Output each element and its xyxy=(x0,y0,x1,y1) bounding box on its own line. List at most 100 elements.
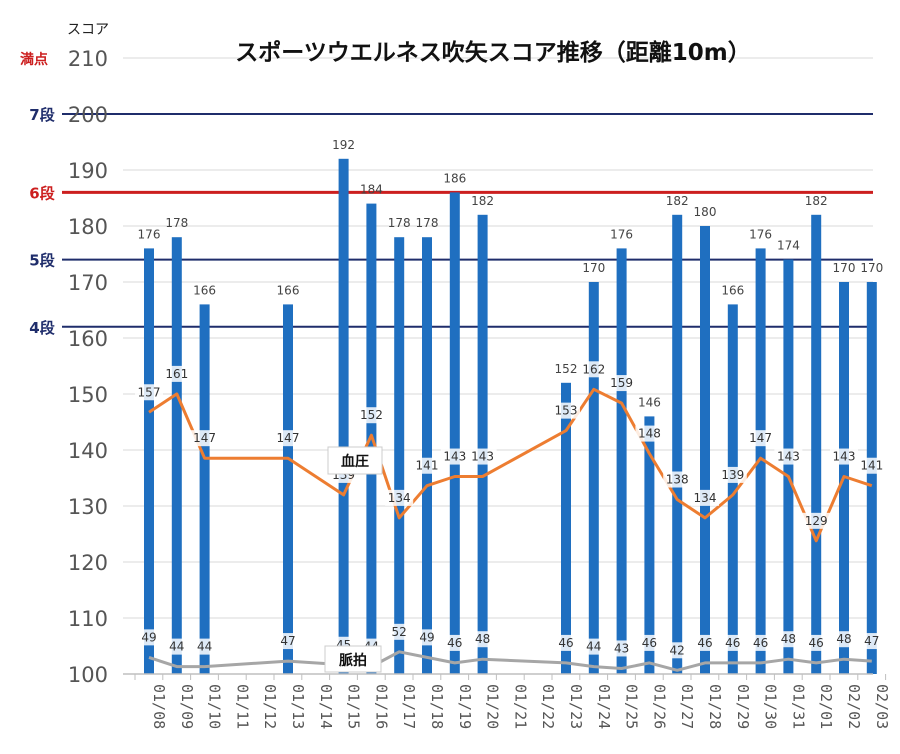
label-background xyxy=(470,631,495,648)
x-tick-label: 01/23 xyxy=(567,684,585,729)
score-bar xyxy=(283,304,293,674)
label-background xyxy=(832,631,856,648)
x-tick-label: 01/22 xyxy=(539,684,557,729)
label-background xyxy=(607,375,636,392)
score-value-label: 170 xyxy=(860,261,883,275)
label-background xyxy=(693,634,717,651)
x-tick-label: 01/20 xyxy=(484,684,502,729)
y-tick-label: 120 xyxy=(68,551,108,575)
label-background xyxy=(720,634,745,651)
bp-value-label: 147 xyxy=(749,431,772,445)
label-background xyxy=(746,430,775,447)
y-tick-label: 170 xyxy=(68,271,108,295)
data-labels: 176 178 166 166 192 184 178 178 186 182 170 176 182 1… xyxy=(135,138,886,673)
pulse-value-label: 42 xyxy=(670,643,685,657)
y-tick-label: 110 xyxy=(68,607,108,631)
pulse-value-label: 47 xyxy=(280,634,295,648)
score-value-label: 178 xyxy=(165,216,188,230)
score-value-label: 178 xyxy=(388,216,411,230)
score-value-label: 178 xyxy=(416,216,439,230)
label-background xyxy=(802,512,831,529)
score-value-label: 180 xyxy=(694,205,717,219)
level-label: 4段 xyxy=(29,319,54,337)
y-tick-label: 130 xyxy=(68,495,108,519)
bp-value-label: 141 xyxy=(416,459,439,473)
x-tick-label: 01/13 xyxy=(289,684,307,729)
bp-value-label: 152 xyxy=(360,408,383,422)
x-tick-label: 01/29 xyxy=(734,684,752,729)
label-background xyxy=(635,425,664,442)
label-background xyxy=(274,430,302,447)
label-background xyxy=(137,629,161,646)
pulse-value-label: 46 xyxy=(447,636,462,650)
x-tick-label: 01/27 xyxy=(678,684,696,729)
bp-value-label: 139 xyxy=(721,468,744,482)
score-bar xyxy=(727,304,738,674)
pulse-value-label: 43 xyxy=(614,641,629,655)
level-lines: 7段 6段 5段 4段 xyxy=(29,106,873,337)
score-bar xyxy=(644,416,655,674)
label-background xyxy=(192,638,217,655)
score-value-label: 174 xyxy=(777,239,800,253)
y-tick-label: 190 xyxy=(68,159,108,183)
x-tick-label: 01/08 xyxy=(150,684,168,729)
x-tick-label: 02/01 xyxy=(817,684,835,729)
label-background xyxy=(637,634,662,651)
score-bar xyxy=(866,282,877,674)
label-background xyxy=(552,402,580,419)
pulse-value-label: 44 xyxy=(169,640,184,654)
bp-value-label: 147 xyxy=(193,431,216,445)
x-tick-label: 01/25 xyxy=(623,684,641,729)
label-background xyxy=(357,407,386,424)
x-tick-label: 02/02 xyxy=(845,684,863,729)
label-background xyxy=(468,448,497,465)
score-bar xyxy=(616,248,627,674)
score-bar xyxy=(700,226,710,674)
score-bar xyxy=(449,192,460,674)
label-background xyxy=(579,361,608,378)
x-tick-label: 01/16 xyxy=(372,684,390,729)
score-value-label: 170 xyxy=(833,261,856,275)
y-tick-label: 160 xyxy=(68,327,108,351)
label-background xyxy=(554,634,578,651)
label-background xyxy=(718,466,747,483)
pulse-value-label: 46 xyxy=(642,636,657,650)
pulse-value-label: 44 xyxy=(586,640,601,654)
pulse-series-callout: 脈拍 xyxy=(324,645,382,673)
label-background xyxy=(830,448,858,465)
label-background xyxy=(162,365,191,382)
bp-value-label: 147 xyxy=(277,431,300,445)
pulse-value-label: 46 xyxy=(753,636,768,650)
y-tick-label: 150 xyxy=(68,383,108,407)
pulse-value-label: 47 xyxy=(864,634,879,648)
label-background xyxy=(385,489,414,506)
score-bar xyxy=(755,248,766,674)
x-tick-label: 01/28 xyxy=(706,684,724,729)
bp-value-label: 153 xyxy=(555,404,578,418)
label-background xyxy=(748,634,773,651)
score-bar xyxy=(783,259,794,674)
x-tick-label: 01/17 xyxy=(400,684,418,729)
x-tick-label: 01/12 xyxy=(261,684,279,729)
label-background xyxy=(609,640,634,657)
score-bar xyxy=(588,282,599,674)
score-bar xyxy=(199,304,210,674)
score-bars xyxy=(144,158,877,675)
score-value-label: 166 xyxy=(277,283,300,297)
pulse-value-label: 46 xyxy=(809,636,824,650)
x-tick-label: 01/31 xyxy=(789,684,807,729)
bp-value-label: 143 xyxy=(443,450,466,464)
score-value-label: 176 xyxy=(610,227,633,241)
score-bar xyxy=(144,248,154,674)
label-background xyxy=(135,384,163,401)
pulse-value-label: 48 xyxy=(781,632,796,646)
label-background xyxy=(276,633,300,650)
label-background xyxy=(776,631,801,648)
x-tick-label: 01/14 xyxy=(317,684,335,729)
score-value-label: 184 xyxy=(360,183,383,197)
score-bar xyxy=(394,237,405,674)
y-axis-label: スコア xyxy=(67,22,109,38)
bp-value-label: 159 xyxy=(610,376,633,390)
label-background xyxy=(442,634,467,651)
